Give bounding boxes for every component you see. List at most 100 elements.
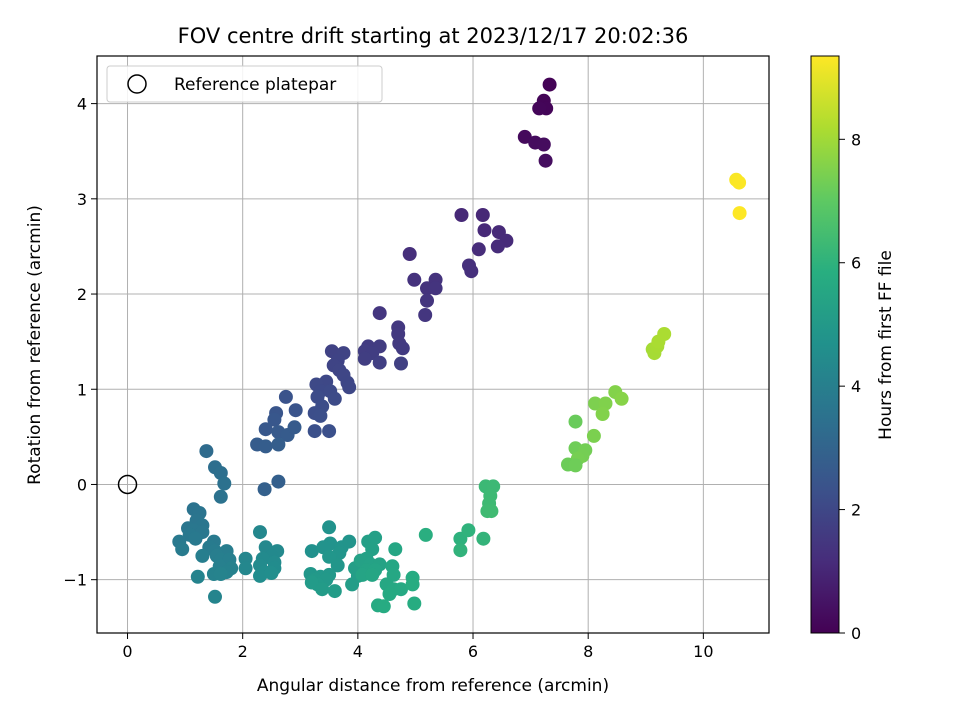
data-point <box>288 403 303 418</box>
data-point <box>657 327 672 341</box>
y-tick-label: 2 <box>77 285 87 304</box>
data-point <box>327 584 342 599</box>
data-point <box>405 577 420 592</box>
data-point <box>307 424 322 439</box>
y-tick-label: −1 <box>63 571 87 590</box>
x-tick-label: 2 <box>238 642 248 661</box>
data-point <box>453 543 468 558</box>
y-axis-label: Rotation from reference (arcmin) <box>25 205 45 485</box>
plot-frame <box>96 55 770 634</box>
data-point <box>394 356 408 371</box>
legend-marker <box>127 74 147 94</box>
data-point <box>330 558 345 573</box>
colorbar-tick-label: 6 <box>851 254 861 273</box>
data-point <box>477 223 492 238</box>
data-point <box>732 175 747 190</box>
data-point <box>402 247 417 261</box>
data-point <box>407 272 422 287</box>
data-point <box>568 414 583 429</box>
colorbar-ticks: 0 2 4 6 8 <box>839 130 861 643</box>
data-point <box>213 567 228 581</box>
data-point <box>190 569 205 584</box>
data-point <box>464 264 479 279</box>
data-point <box>420 293 434 308</box>
data-point <box>322 549 337 564</box>
legend-entry: Reference platepar <box>174 75 336 95</box>
data-point <box>287 420 302 435</box>
data-point <box>313 408 328 423</box>
legend-box <box>106 65 383 103</box>
chart-title: FOV centre drift starting at 2023/12/17 … <box>178 24 689 48</box>
colorbar: 0 2 4 6 8 Hours from first FF file <box>810 55 896 643</box>
data-point <box>418 527 433 542</box>
data-point <box>568 458 583 473</box>
data-point <box>490 239 505 254</box>
data-point <box>355 567 370 582</box>
colorbar-label: Hours from first FF file <box>876 250 896 440</box>
data-point <box>454 208 469 222</box>
data-point <box>586 428 601 443</box>
data-point <box>175 542 190 557</box>
y-axis: −1 0 1 2 3 4 <box>63 95 97 590</box>
data-point <box>368 530 383 545</box>
data-point <box>538 153 553 168</box>
data-point <box>532 101 547 116</box>
data-point <box>418 308 433 322</box>
y-tick-label: 4 <box>77 95 87 114</box>
data-point <box>322 520 337 535</box>
data-point <box>536 137 551 152</box>
data-point <box>271 474 286 489</box>
data-point <box>327 391 342 406</box>
data-point <box>428 281 443 296</box>
x-tick-label: 4 <box>353 642 363 661</box>
y-tick-label: 1 <box>77 380 87 399</box>
data-point <box>394 582 408 597</box>
data-point <box>238 561 253 576</box>
x-tick-label: 8 <box>583 642 593 661</box>
data-point <box>199 444 214 459</box>
data-point <box>357 351 372 366</box>
data-point <box>271 437 286 452</box>
data-point <box>253 568 267 583</box>
data-point <box>304 575 319 590</box>
data-point <box>322 424 337 439</box>
data-point <box>342 534 357 549</box>
colorbar-tick-label: 0 <box>851 624 861 643</box>
reference-platepar-marker <box>117 474 138 495</box>
x-tick-label: 10 <box>693 642 713 661</box>
data-point <box>484 504 499 519</box>
data-point <box>395 341 410 356</box>
data-point <box>372 355 387 370</box>
colorbar-tick-label: 2 <box>851 501 861 520</box>
data-point <box>264 566 279 580</box>
colorbar-tick-label: 4 <box>851 377 861 396</box>
colorbar-tick-label: 8 <box>851 130 861 149</box>
data-point <box>598 396 613 411</box>
grid-lines <box>97 56 769 633</box>
x-axis-label: Angular distance from reference (arcmin) <box>257 676 609 696</box>
data-point <box>475 208 490 222</box>
data-point <box>257 482 272 497</box>
data-point <box>315 582 330 597</box>
data-point <box>407 596 422 611</box>
data-point <box>238 551 253 566</box>
data-point <box>208 589 222 604</box>
data-point <box>476 531 491 546</box>
data-point <box>461 523 476 538</box>
x-tick-label: 0 <box>122 642 132 661</box>
data-point <box>188 531 203 546</box>
data-point <box>213 489 228 504</box>
data-point <box>217 476 232 491</box>
data-point <box>614 391 629 406</box>
data-point <box>542 77 557 92</box>
y-tick-label: 0 <box>77 475 87 494</box>
data-point <box>388 542 403 557</box>
data-point <box>267 412 282 427</box>
data-point <box>471 242 486 257</box>
x-axis: 0 2 4 6 8 10 <box>122 633 714 661</box>
data-points <box>172 77 747 614</box>
data-point <box>253 525 267 540</box>
data-point <box>258 422 273 437</box>
data-point <box>517 129 532 144</box>
